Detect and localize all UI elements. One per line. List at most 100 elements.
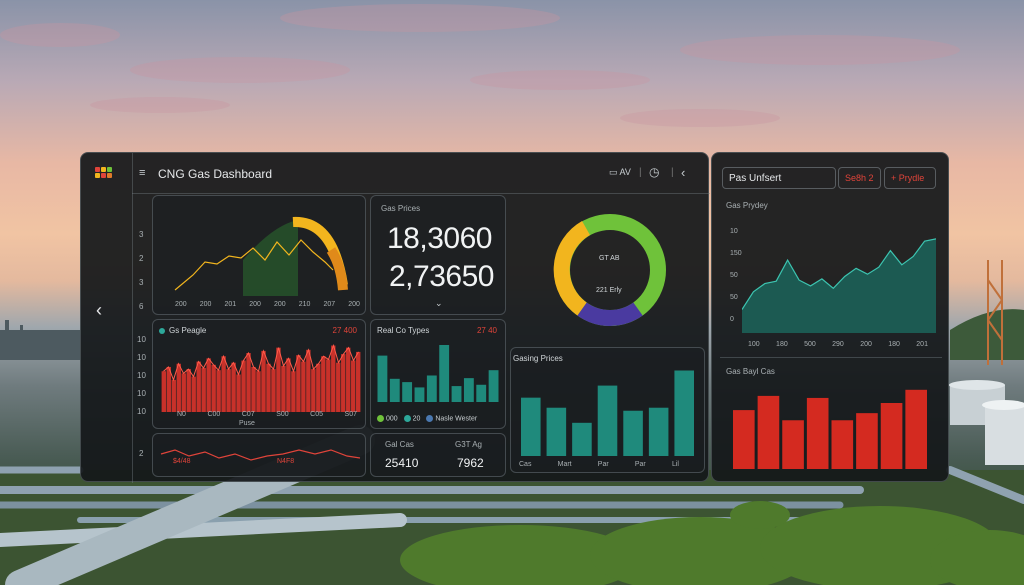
red-bar-line [163,343,359,382]
red-bar [321,356,326,412]
gasing-bar [648,407,669,456]
gasing-prices-title: Gasing Prices [513,354,563,363]
red-bar [201,368,206,412]
red-bar [216,370,221,412]
side-bar-chart [733,389,927,469]
red-bar [331,345,336,412]
gasing-x-axis: Cas Mart Par Par Lil [519,461,679,468]
gasing-bar [572,422,592,456]
donut-card: GT AB 221 Erly [510,195,705,343]
stat-1-value: 25410 [385,456,419,470]
trend-line-card: 200 200 201 200 200 210 207 200 [152,195,366,315]
stat-2-value: 7962 [457,456,484,470]
red-bar [336,362,341,412]
gasing-bar [623,410,643,456]
teal-bar [414,387,425,402]
header-separator-2: | [671,167,674,178]
left-axis: 3 2 3 6 [139,230,144,311]
stat-1-label: Gal Cas [385,440,414,449]
red-bar [316,363,321,412]
area-line [742,238,936,310]
shrubs [400,501,1024,585]
header-separator: | [639,167,642,178]
side-bar-title: Gas Bayl Cas [726,367,775,376]
red-bar [226,369,231,412]
bottom-line-chart [160,449,361,461]
bottom-line-card: $4/48 N4F8 [152,433,366,477]
gas-prices-card: Gas Prices 18,3060 2,73650 ⌄ [370,195,506,315]
expand-chevron-icon[interactable]: ⌄ [435,298,443,308]
filter-pill-1[interactable]: Se8h 2 [838,167,881,189]
legend-item: Nasle Wester [426,414,477,422]
red-bar [166,366,171,412]
collapse-chevron-icon[interactable]: ‹ [681,165,686,180]
red-bar-y-axis: 10 10 10 10 10 [137,335,146,416]
red-bar [266,363,271,412]
area-chart [742,238,936,333]
gasing-bar [546,407,567,456]
red-bar [206,358,211,412]
teal-bar [426,375,437,402]
teal-bar-legend: 000 20 Nasle Wester [377,414,477,422]
red-bar [281,365,286,412]
red-bar [256,371,261,412]
donut-label-bottom: 221 Erly [596,287,622,294]
display-icon: ▭ [609,167,618,177]
red-bar-x-axis: N0 C00 C07 S00 C05 S07 [177,411,357,418]
red-bar [176,363,181,412]
side-bar [856,413,878,469]
red-bar-x-title: Puse [239,420,255,427]
legend-item: 20 [403,414,420,422]
dashboard-title: CNG Gas Dashboard [158,167,273,181]
red-bar-badge: 27 400 [332,326,357,335]
gasing-prices-chart [521,370,694,456]
red-bar [231,362,236,412]
tower [987,260,1003,365]
side-dashboard-panel: Pas Unfsert Se8h 2 + Prydle Gas Prydey 1… [711,152,949,482]
trend-line [174,239,334,291]
side-bar [733,410,755,469]
filter-pill-2[interactable]: + Prydle [884,167,936,189]
teal-bar [451,386,462,402]
red-bar [236,374,241,412]
prev-arrow-button[interactable]: ‹ [96,300,102,320]
side-bar [782,420,804,469]
clock-icon[interactable]: ◷ [649,165,660,179]
side-bar [831,420,854,469]
gas-prices-title: Gas Prices [381,204,421,213]
legend-item: 000 [377,414,398,422]
red-bar [171,379,176,412]
stat-2-label: G3T Ag [455,440,482,449]
main-dashboard-panel: ≡ CNG Gas Dashboard ▭ AV | ◷ | ‹ 3 2 3 6… [80,152,710,483]
red-bar [296,355,301,412]
red-bar [251,366,256,412]
gas-price-value-1: 18,3060 [387,222,492,255]
donut-label-top: GT AB [599,255,620,262]
header-divider [132,193,710,194]
red-bar [241,360,246,412]
red-bar [276,347,281,412]
teal-bar-card: Real Co Types 27 40 000 20 Nasle Wester [370,319,506,429]
teal-bar [476,384,487,402]
bottom-label-right: N4F8 [277,458,295,465]
red-bar [351,360,356,412]
area-y-axis: 10 150 50 50 0 [730,228,742,323]
red-bar [181,373,186,412]
teal-bar [389,378,400,402]
view-toggle-button[interactable]: ▭ AV [609,167,631,177]
side-divider [720,357,942,358]
gasing-bar [521,397,541,456]
red-bar [286,358,291,412]
trend-line-chart [174,216,348,296]
red-bar-dot [159,328,165,334]
donut-chart [553,214,666,326]
trend-x-axis: 200 200 201 200 200 210 207 200 [175,301,360,308]
area-chart-title: Gas Prydey [726,201,768,210]
red-bar [341,354,346,412]
hamburger-icon[interactable]: ≡ [139,167,146,179]
side-bar [806,397,829,469]
donut-segment-purple [577,302,643,326]
app-logo-icon [95,167,115,181]
search-input[interactable]: Pas Unfsert [722,167,836,189]
